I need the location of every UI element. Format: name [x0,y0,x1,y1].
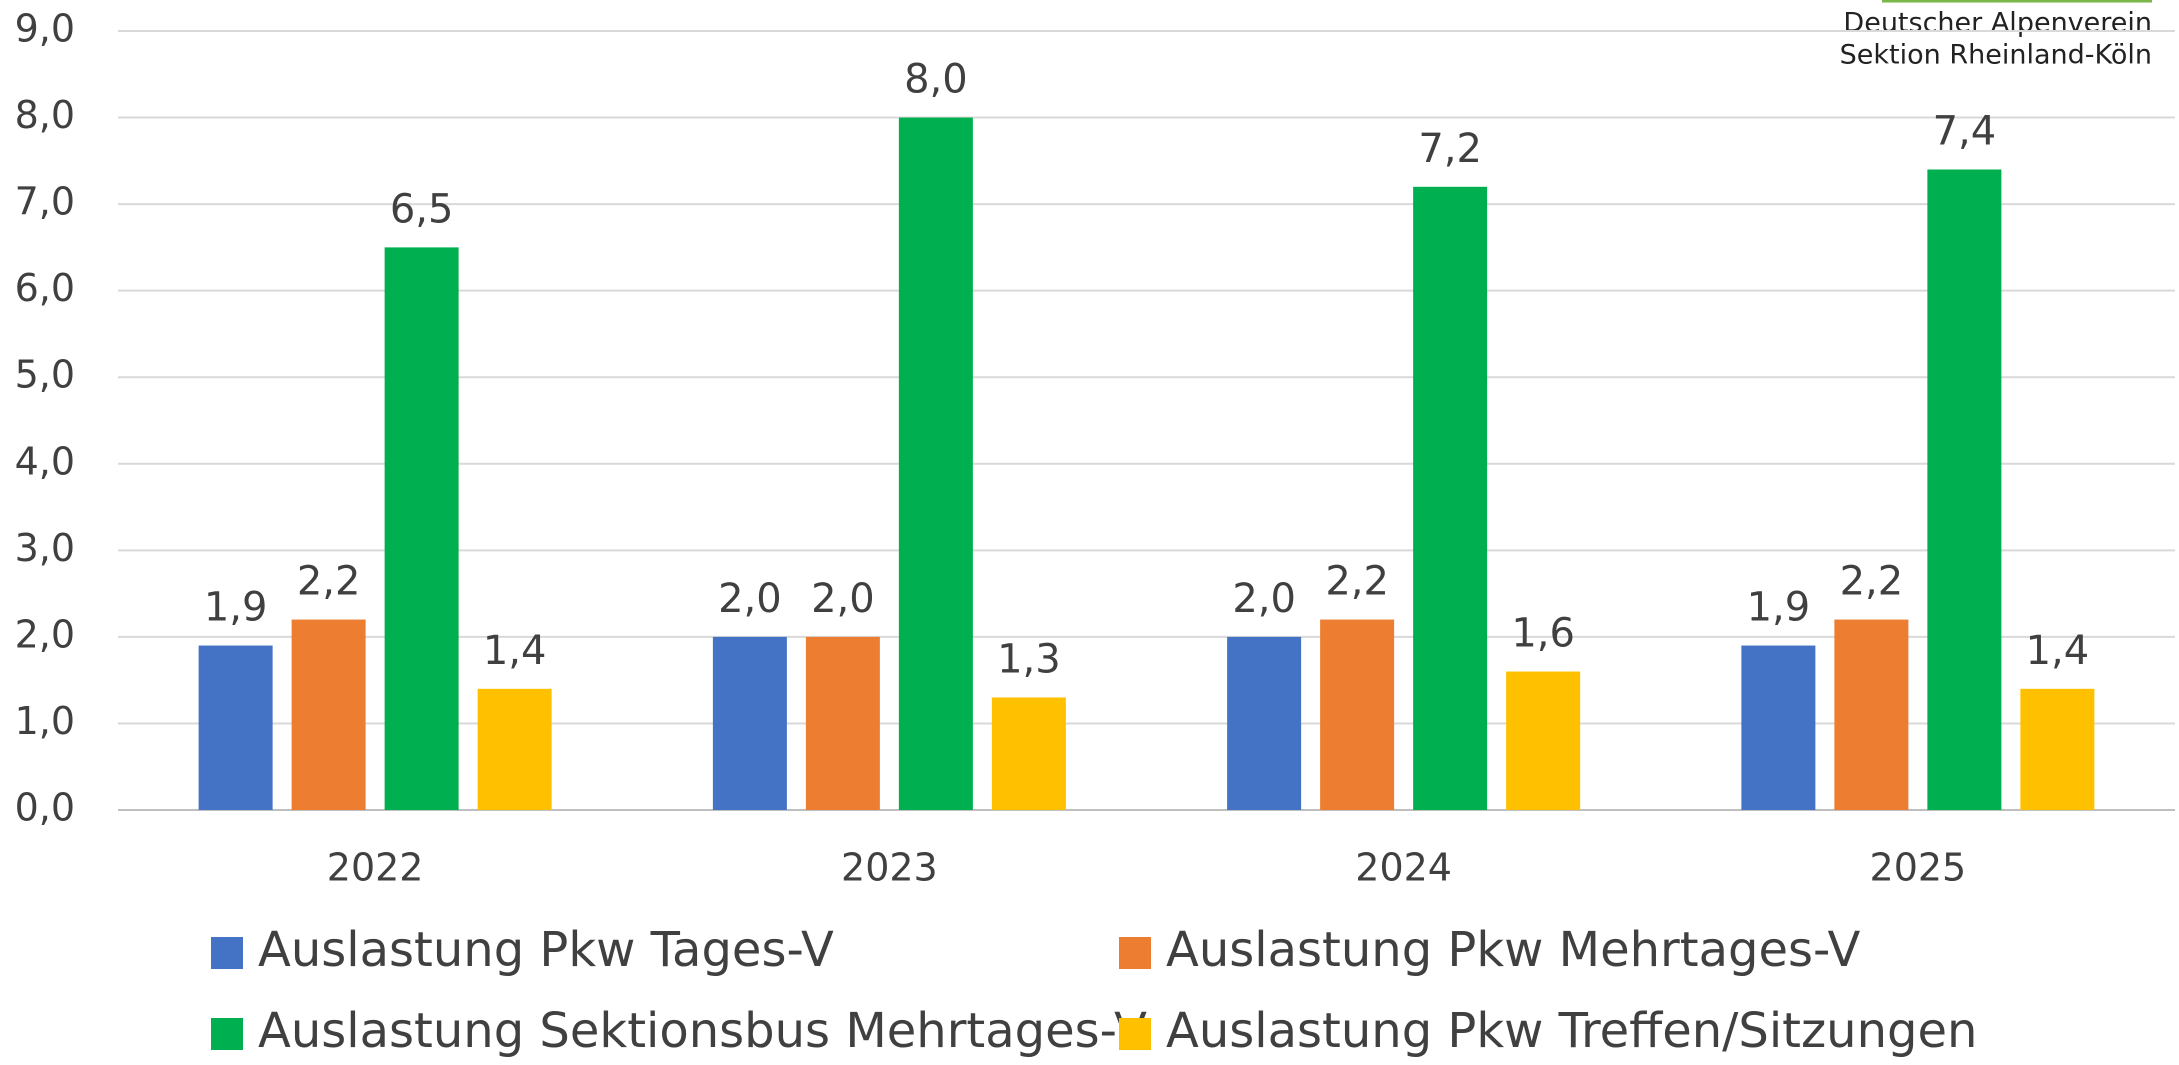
data-label: 2,0 [718,576,782,622]
y-tick-label: 1,0 [15,699,75,743]
data-label: 2,0 [811,576,875,622]
data-label: 1,9 [204,585,268,631]
y-tick-label: 8,0 [15,93,75,137]
bar [1320,619,1395,810]
legend-swatch [1119,937,1151,969]
bar [1413,186,1488,811]
bar [1834,619,1909,810]
bar [1227,636,1302,810]
y-tick-label: 7,0 [15,180,75,224]
y-tick-label: 2,0 [15,612,75,656]
data-label: 2,2 [1325,559,1389,605]
data-label: 6,5 [390,186,454,232]
bar [198,645,273,810]
data-label: 1,6 [1511,611,1575,657]
bar [1927,169,2002,810]
legend-label: Auslastung Sektionsbus Mehrtages-V [258,1003,1147,1059]
legend-swatch [1119,1018,1151,1050]
y-tick-label: 9,0 [15,7,75,51]
x-tick-label: 2025 [1870,846,1967,890]
bar [991,697,1066,810]
data-label: 2,2 [297,559,361,605]
data-label: 1,4 [483,628,547,674]
bar [712,636,787,810]
bar [477,688,552,810]
x-tick-label: 2023 [841,846,938,890]
y-tick-label: 6,0 [15,266,75,310]
y-tick-label: 3,0 [15,526,75,570]
data-label: 2,0 [1232,576,1296,622]
legend-label: Auslastung Pkw Treffen/Sitzungen [1166,1003,1977,1059]
data-label: 1,9 [1747,585,1811,631]
y-tick-label: 4,0 [15,439,75,483]
legend-swatch [211,937,243,969]
bar [2020,688,2095,810]
legend-label: Auslastung Pkw Tages-V [258,922,834,978]
data-label: 1,4 [2026,628,2090,674]
data-label: 8,0 [904,57,968,103]
data-label: 7,4 [1933,108,1997,154]
data-label: 7,2 [1418,126,1482,172]
data-label: 1,3 [997,636,1061,682]
legend-swatch [211,1018,243,1050]
bar [1741,645,1816,810]
bar [291,619,366,810]
legend-label: Auslastung Pkw Mehrtages-V [1166,922,1861,978]
y-tick-label: 5,0 [15,353,75,397]
logo-text: Sektion Rheinland-Köln [1840,40,2152,71]
data-label: 2,2 [1840,559,1904,605]
bar [1506,671,1581,810]
bar [384,247,459,810]
bar [898,117,973,811]
bar [805,636,880,810]
x-tick-label: 2024 [1355,846,1452,890]
y-tick-label: 0,0 [15,786,75,830]
x-tick-label: 2022 [327,846,424,890]
logo-text: Deutscher Alpenverein [1843,8,2152,39]
